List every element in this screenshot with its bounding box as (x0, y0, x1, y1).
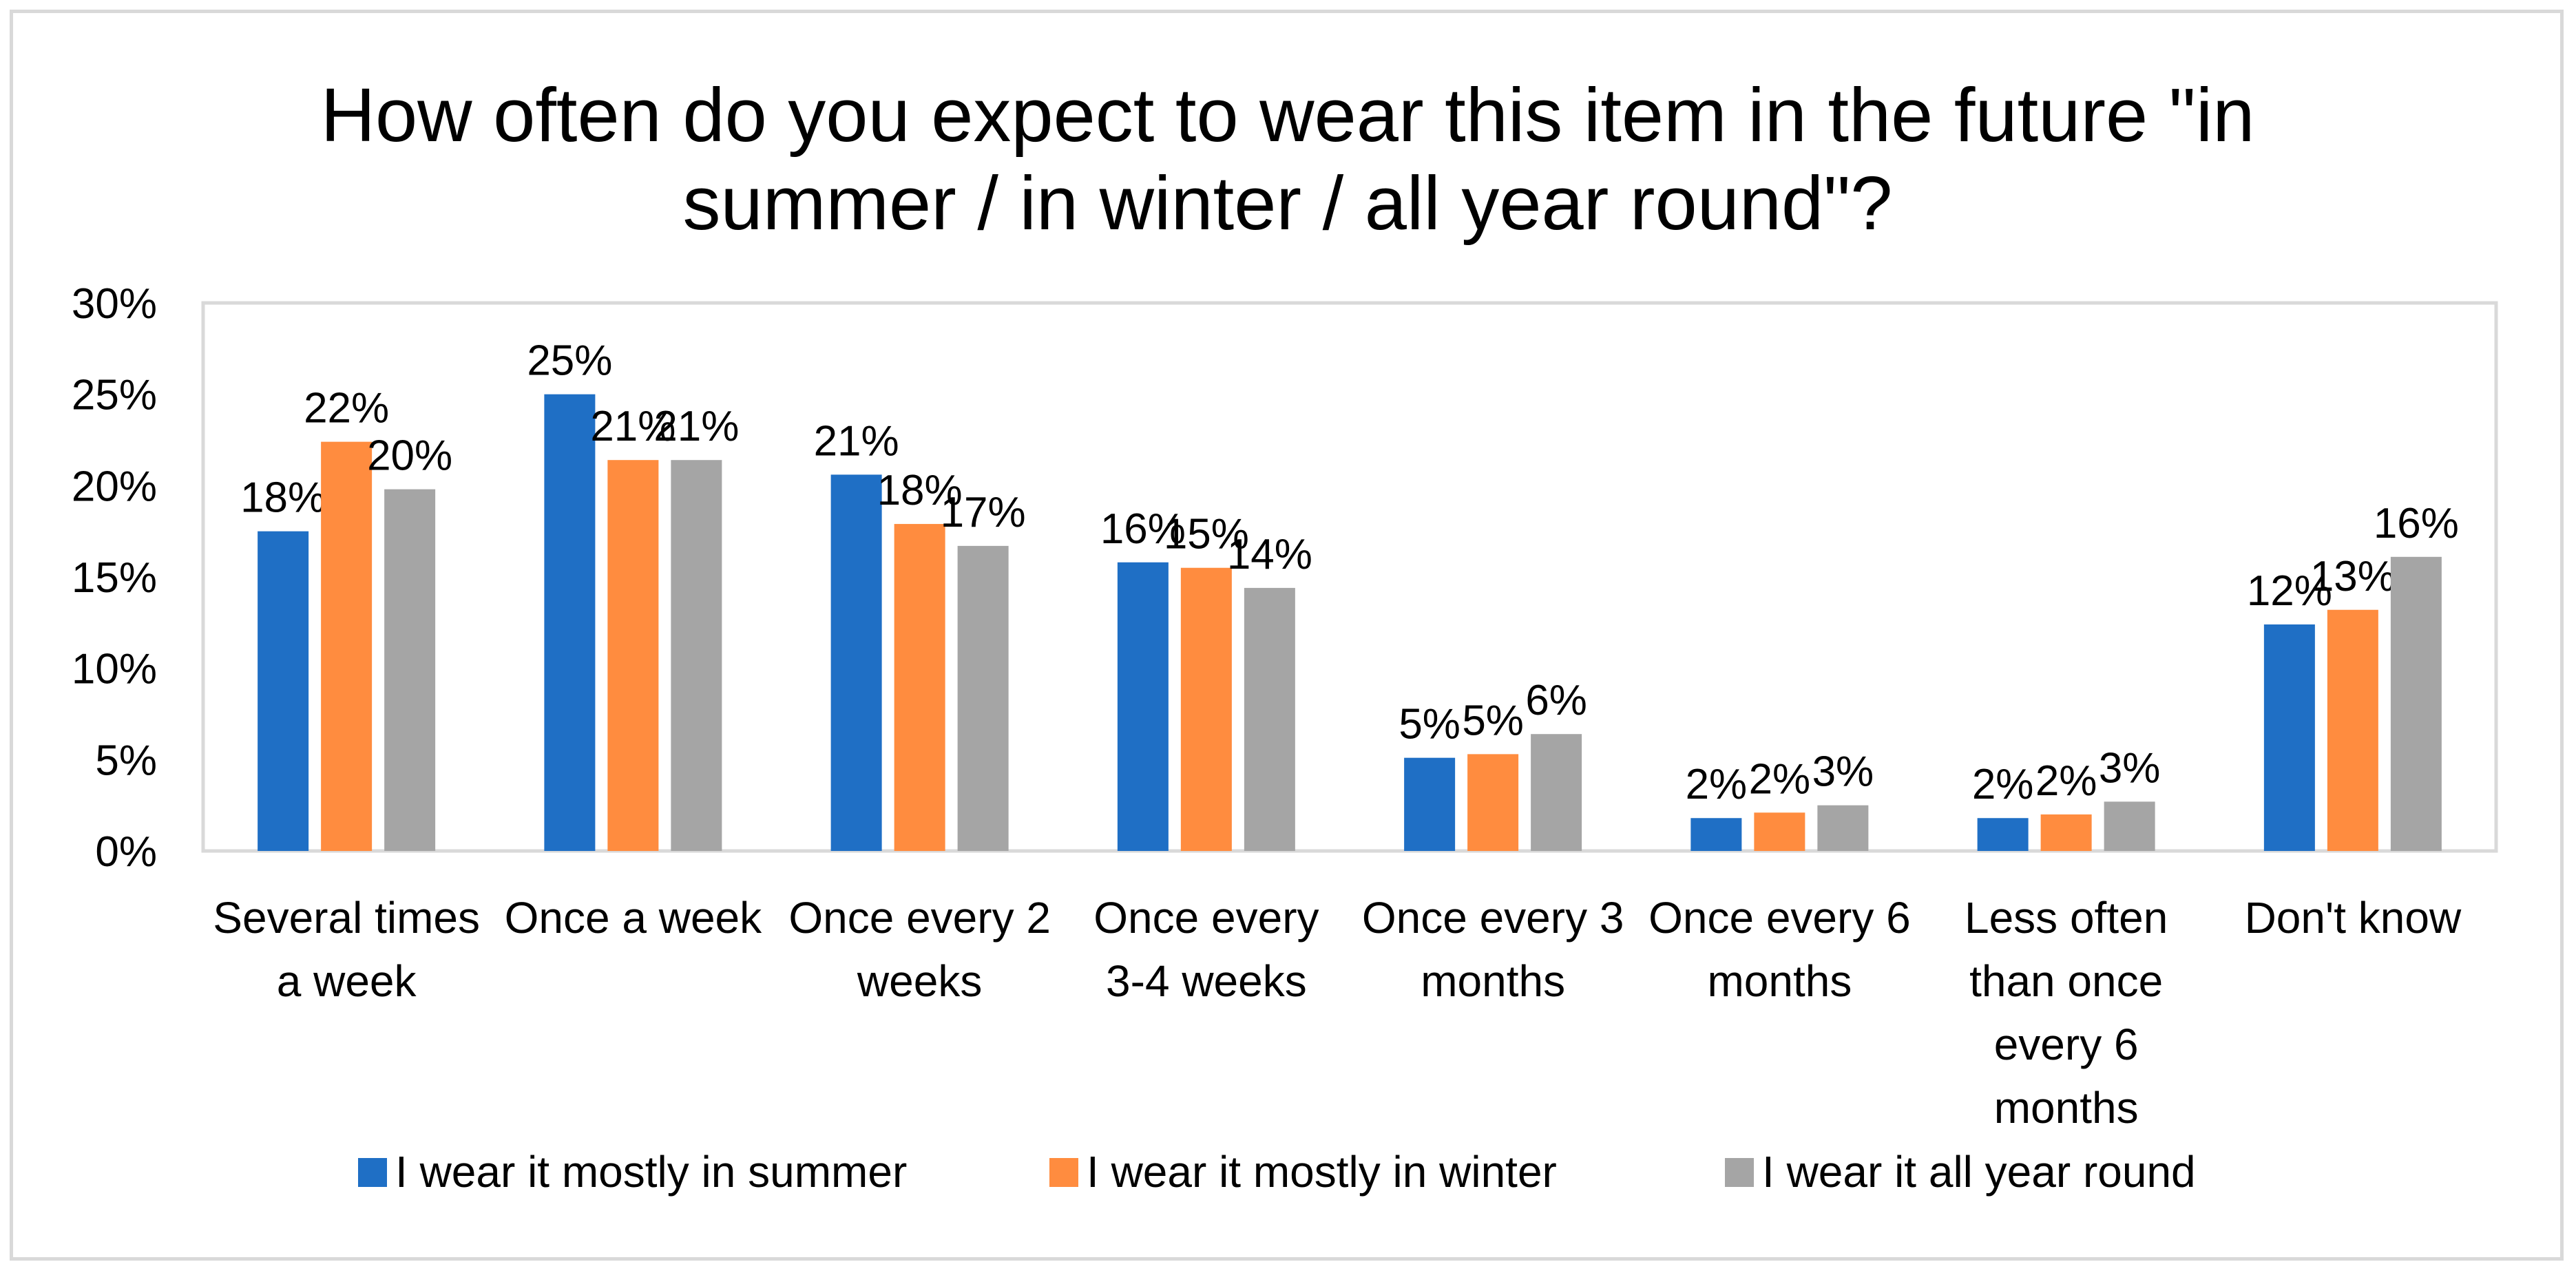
bar (2390, 556, 2442, 851)
legend-swatch (1725, 1158, 1754, 1187)
bar (384, 489, 436, 851)
bar (1531, 734, 1582, 851)
bar (258, 531, 309, 851)
x-category-label: 3-4 weeks (1106, 956, 1307, 1006)
bar (1244, 587, 1295, 851)
x-category-label: Once every (1093, 893, 1319, 943)
x-category-label: months (1994, 1083, 2139, 1133)
data-label: 3% (2099, 744, 2161, 792)
data-label: 15% (1164, 511, 1249, 558)
data-label: 21% (814, 417, 899, 465)
x-category-label: Once every 2 (788, 893, 1051, 943)
chart-title: summer / in winter / all year round"? (683, 161, 1893, 246)
y-tick-label: 10% (72, 646, 157, 693)
bar (2040, 814, 2092, 851)
x-category-label: a week (277, 956, 417, 1006)
legend-swatch (358, 1158, 387, 1187)
bar (2263, 624, 2315, 851)
bar (1180, 567, 1232, 851)
legend-swatch (1049, 1158, 1078, 1187)
data-label: 17% (941, 489, 1026, 536)
x-category-label: Less often (1965, 893, 2168, 943)
data-label: 21% (590, 403, 676, 450)
data-label: 6% (1525, 677, 1587, 724)
data-label: 5% (1399, 701, 1460, 748)
legend-label: I wear it all year round (1762, 1147, 2196, 1197)
y-tick-label: 30% (72, 280, 157, 328)
data-label: 16% (2374, 500, 2459, 547)
data-label: 12% (2247, 567, 2332, 615)
data-label: 2% (1686, 761, 1748, 808)
x-category-label: Once every 6 (1648, 893, 1911, 943)
plot-area-border (201, 301, 2498, 853)
bar (321, 441, 373, 851)
y-tick-label: 25% (72, 372, 157, 419)
legend-label: I wear it mostly in winter (1087, 1147, 1557, 1197)
x-category-label: weeks (857, 956, 982, 1006)
bar (1977, 818, 2029, 851)
bar (1817, 805, 1869, 851)
bar (894, 524, 945, 851)
bar (1467, 754, 1519, 851)
bar (830, 474, 882, 851)
bar (1404, 757, 1456, 851)
data-label: 14% (1227, 531, 1312, 578)
data-label: 18% (877, 467, 963, 514)
x-category-label: than once (1969, 956, 2163, 1006)
bar (544, 394, 596, 851)
x-category-label: Once every 3 (1362, 893, 1624, 943)
data-label: 2% (1972, 761, 2034, 808)
bar (607, 460, 659, 851)
bar (671, 460, 722, 851)
data-label: 21% (653, 403, 739, 450)
bar (1117, 562, 1169, 851)
x-category-label: Once a week (505, 893, 763, 943)
x-category-label: every 6 (1994, 1020, 2139, 1069)
chart-title: How often do you expect to wear this ite… (321, 73, 2255, 158)
data-label: 22% (304, 385, 389, 432)
bar (1754, 812, 1805, 851)
data-label: 16% (1100, 505, 1186, 553)
bar (2327, 609, 2378, 851)
data-label: 2% (2035, 757, 2097, 805)
bar (1690, 818, 1742, 851)
bar (957, 545, 1009, 851)
y-tick-label: 5% (95, 737, 157, 784)
data-label: 25% (527, 337, 612, 385)
y-tick-label: 20% (72, 463, 157, 510)
x-category-label: Several times (213, 893, 480, 943)
data-label: 5% (1462, 697, 1524, 744)
x-category-label: months (1421, 956, 1565, 1006)
data-label: 2% (1749, 755, 1811, 803)
x-category-label: Don't know (2245, 893, 2462, 943)
y-tick-label: 15% (72, 554, 157, 602)
data-label: 3% (1812, 748, 1874, 796)
data-label: 18% (240, 474, 326, 522)
legend-label: I wear it mostly in summer (395, 1147, 907, 1197)
x-category-label: months (1707, 956, 1852, 1006)
data-label: 20% (367, 432, 452, 480)
bar (2104, 801, 2155, 851)
y-tick-label: 0% (95, 828, 157, 876)
data-label: 13% (2310, 553, 2396, 600)
